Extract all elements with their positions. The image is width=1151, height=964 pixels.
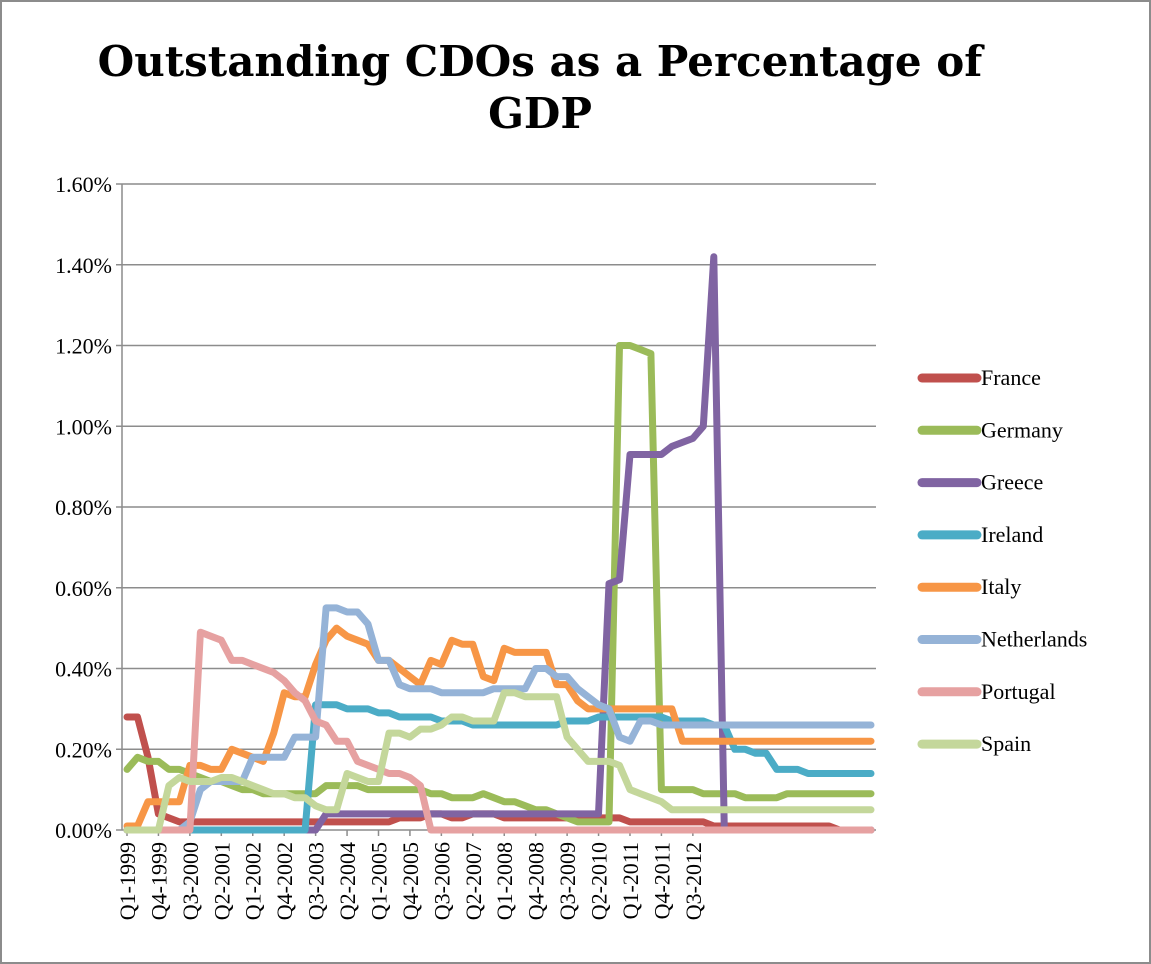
series-line-germany [123, 342, 875, 826]
y-tick-label: 0.40% [55, 657, 112, 682]
y-tick-label: 1.00% [55, 414, 112, 439]
x-tick-label: Q1-2011 [618, 842, 643, 919]
x-tick-label: Q4-2008 [524, 842, 549, 920]
series-lines [123, 253, 875, 834]
legend-label: Portugal [981, 679, 1056, 704]
series-line-portugal [123, 628, 875, 834]
series-line-netherlands [123, 604, 875, 834]
x-tick-label: Q1-1999 [115, 842, 140, 920]
legend-label: Italy [981, 574, 1021, 599]
x-tick-label: Q4-2005 [398, 842, 423, 920]
x-tick-label: Q1-2002 [241, 842, 266, 920]
y-tick-label: 0.60% [55, 576, 112, 601]
x-tick-label: Q2-2010 [587, 842, 612, 920]
x-tick-label: Q2-2007 [461, 842, 486, 920]
x-tick-label: Q3-2009 [555, 842, 580, 920]
y-tick-label: 1.60% [55, 172, 112, 197]
legend-label: Ireland [981, 522, 1043, 547]
x-tick-label: Q4-2002 [272, 842, 297, 920]
y-tick-label: 1.40% [55, 253, 112, 278]
x-tick-label: Q3-2003 [304, 842, 329, 920]
x-tick-label: Q1-2005 [366, 842, 391, 920]
x-tick-label: Q4-1999 [146, 842, 171, 920]
x-tick-label: Q1-2008 [492, 842, 517, 920]
legend-label: Germany [981, 417, 1063, 442]
x-tick-label: Q2-2001 [209, 842, 234, 920]
y-tick-label: 0.20% [55, 737, 112, 762]
legend-label: Netherlands [981, 627, 1087, 652]
x-tick-label: Q4-2011 [649, 842, 674, 919]
legend-label: Spain [981, 731, 1031, 756]
legend: France Germany Greece Ireland Italy Netherlan… [917, 365, 1087, 756]
y-tick-label: 0.00% [55, 818, 112, 843]
chart-title: Outstanding CDOs as a Percentage of GDP [97, 37, 983, 138]
x-axis-ticks: Q1-1999 Q4-1999 Q3-2000 Q2-2001 Q1-2002 Q4-20… [115, 830, 706, 920]
x-tick-label: Q3-2012 [681, 842, 706, 920]
y-tick-label: 0.80% [55, 495, 112, 520]
x-tick-label: Q3-2000 [178, 842, 203, 920]
x-tick-label: Q2-2004 [335, 842, 360, 920]
y-axis-ticks: 0.00% 0.20% 0.40% 0.60% 0.80% 1.00% 1.20% 1.40%… [55, 172, 122, 843]
y-tick-label: 1.20% [55, 334, 112, 359]
legend-label: Greece [981, 470, 1043, 495]
series-line-ireland [123, 701, 875, 834]
x-tick-label: Q3-2006 [429, 842, 454, 920]
series-line-spain [123, 689, 875, 834]
legend-label: France [981, 365, 1041, 390]
